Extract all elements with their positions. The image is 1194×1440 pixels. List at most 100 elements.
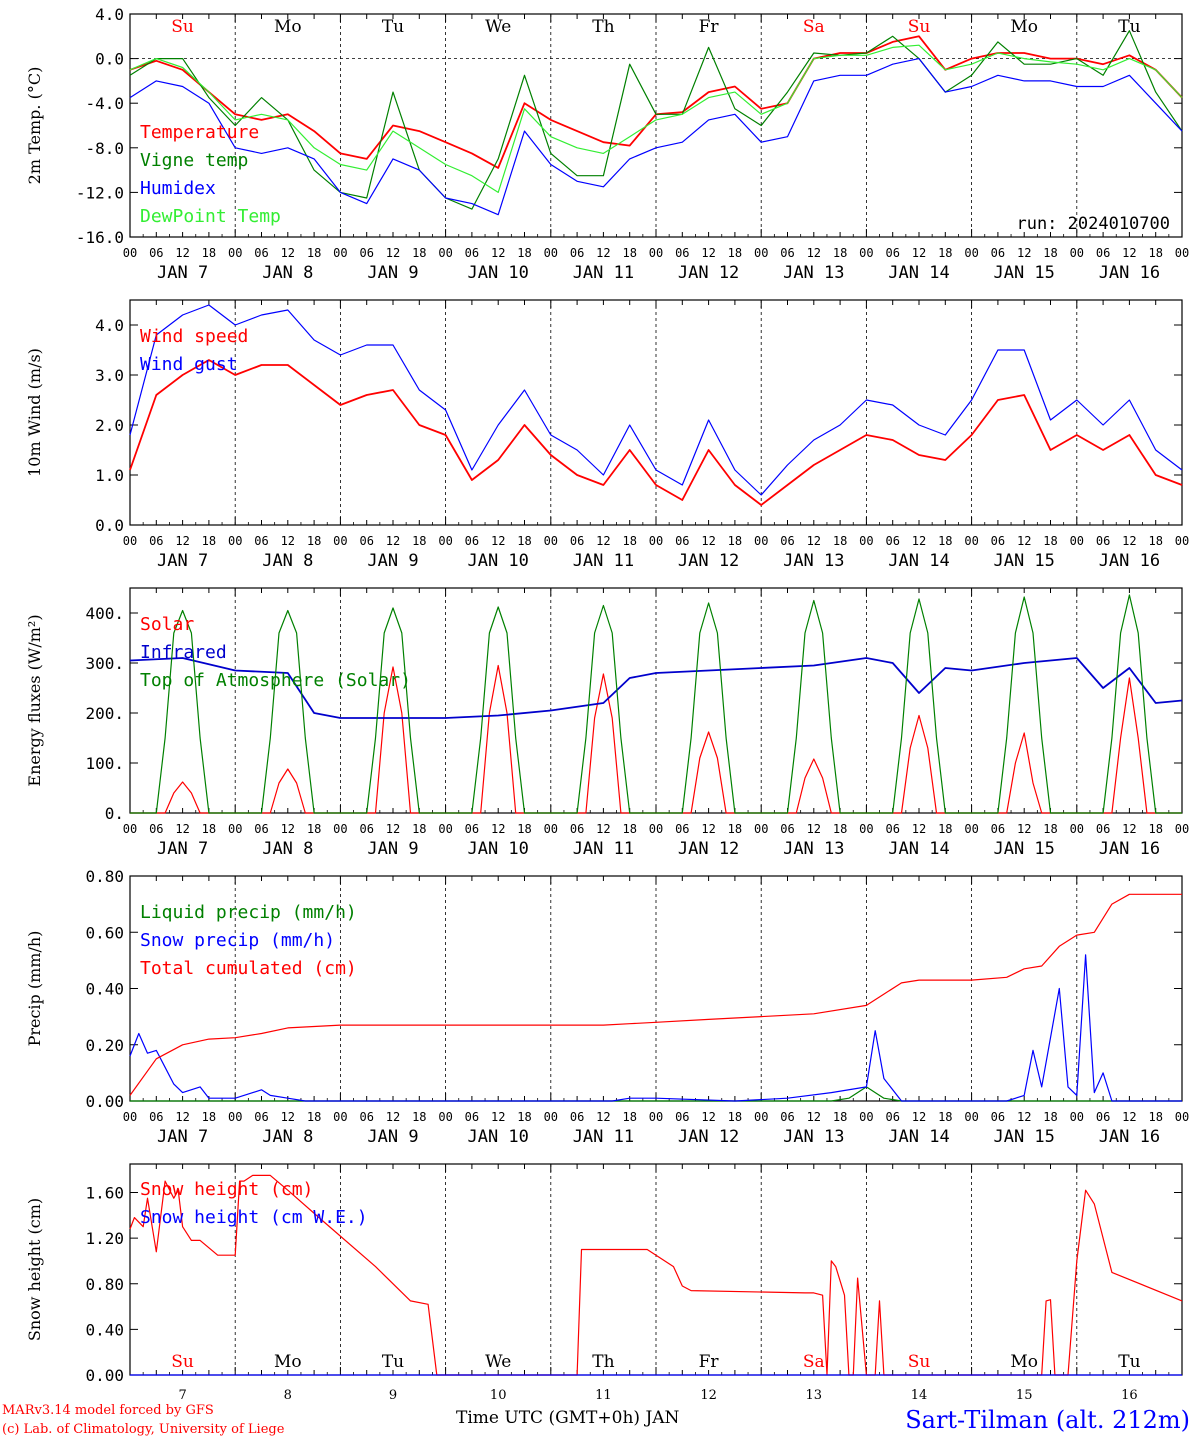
date-label: JAN 15 — [993, 839, 1054, 859]
series-line-infrared — [129, 657, 1183, 719]
hour-tick-label: 06 — [254, 534, 268, 548]
hour-tick-label: 00 — [123, 1110, 137, 1124]
weekday-label: Fr — [699, 17, 720, 37]
panel-energy: 0. 100. 200. 300. 400. Energy fluxes (W/m²) 00… — [25, 587, 1189, 859]
hour-tick-label: 00 — [123, 534, 137, 548]
y-tick-label: 0.0 — [95, 50, 124, 69]
hour-tick-label: 18 — [622, 822, 636, 836]
hour-tick-label: 00 — [964, 246, 978, 260]
date-label: JAN 12 — [678, 551, 739, 571]
legend-entry: Snow height (cm W.E.) — [140, 1207, 368, 1228]
y-tick-label: 0.00 — [85, 1366, 124, 1385]
hour-tick-label: 12 — [281, 246, 295, 260]
hour-tick-label: 12 — [1017, 246, 1031, 260]
date-label: JAN 14 — [888, 263, 949, 283]
legend-entry: Top of Atmosphere (Solar) — [140, 670, 411, 691]
hour-tick-label: 12 — [281, 1110, 295, 1124]
y-axis-title: Energy fluxes (W/m²) — [25, 614, 44, 786]
hour-tick-label: 00 — [228, 246, 242, 260]
hour-tick-label: 06 — [780, 822, 794, 836]
hour-tick-label: 18 — [1043, 534, 1057, 548]
y-tick-label: -16.0 — [76, 228, 124, 247]
hour-tick-label: 06 — [254, 1110, 268, 1124]
weekday-label: Su — [908, 17, 931, 37]
hour-tick-label: 12 — [175, 246, 189, 260]
date-label: JAN 11 — [573, 1127, 634, 1147]
hour-tick-label: 00 — [964, 822, 978, 836]
hour-tick-label: 00 — [228, 822, 242, 836]
date-label: JAN 13 — [783, 263, 844, 283]
legend-entry: Wind speed — [140, 326, 248, 347]
hour-tick-label: 18 — [728, 822, 742, 836]
y-tick-label: 1.60 — [85, 1184, 124, 1203]
y-tick-label: 0.40 — [85, 1320, 124, 1339]
weekday-label: Fr — [699, 1352, 720, 1372]
hour-tick-label: 06 — [149, 534, 163, 548]
hour-tick-label: 00 — [1070, 1110, 1084, 1124]
hour-tick-label: 12 — [596, 1110, 610, 1124]
legend-entry: Infrared — [140, 642, 227, 663]
hour-tick-label: 00 — [649, 534, 663, 548]
hour-tick-label: 00 — [438, 1110, 452, 1124]
hour-tick-label: 06 — [359, 246, 373, 260]
weekday-label: Mo — [274, 17, 302, 37]
legend-entry: Humidex — [140, 178, 216, 199]
hour-tick-label: 12 — [596, 822, 610, 836]
y-tick-label: -4.0 — [85, 94, 124, 113]
hour-tick-label: 00 — [1175, 246, 1189, 260]
plot-frame — [129, 13, 1183, 238]
hour-tick-label: 06 — [885, 822, 899, 836]
date-label: JAN 16 — [1099, 839, 1160, 859]
y-tick-label: 0.00 — [85, 1092, 124, 1111]
date-label: JAN 10 — [467, 263, 528, 283]
date-label: JAN 8 — [262, 551, 313, 571]
plot-frame — [129, 587, 1183, 814]
hour-tick-label: 12 — [386, 822, 400, 836]
hour-tick-label: 06 — [254, 822, 268, 836]
date-label: JAN 16 — [1099, 263, 1160, 283]
hour-tick-label: 00 — [964, 534, 978, 548]
day-number-label: 7 — [178, 1388, 186, 1403]
hour-tick-label: 06 — [1096, 534, 1110, 548]
hour-tick-label: 18 — [938, 822, 952, 836]
hour-tick-label: 12 — [596, 534, 610, 548]
series-line-wind-gust — [129, 304, 1183, 496]
hour-tick-label: 12 — [701, 534, 715, 548]
hour-tick-label: 06 — [780, 1110, 794, 1124]
hour-tick-label: 12 — [701, 822, 715, 836]
date-label: JAN 10 — [467, 1127, 528, 1147]
hour-tick-label: 00 — [333, 1110, 347, 1124]
date-label: JAN 9 — [367, 263, 418, 283]
weekday-label: Mo — [274, 1352, 302, 1372]
date-label: JAN 14 — [888, 839, 949, 859]
hour-tick-label: 00 — [228, 534, 242, 548]
hour-tick-label: 00 — [859, 1110, 873, 1124]
hour-tick-label: 06 — [991, 534, 1005, 548]
y-tick-label: 0.40 — [85, 980, 124, 999]
date-label: JAN 13 — [783, 1127, 844, 1147]
date-label: JAN 8 — [262, 263, 313, 283]
day-number-label: 12 — [700, 1388, 717, 1403]
y-tick-label: -12.0 — [76, 183, 124, 202]
hour-tick-label: 18 — [307, 246, 321, 260]
panel-temp: 4.0 0.0 -4.0 -8.0 -12.0 -16.0 2m Temp. (°C) 00 0… — [25, 5, 1189, 283]
hour-tick-label: 00 — [123, 822, 137, 836]
date-label: JAN 9 — [367, 839, 418, 859]
day-number-label: 14 — [911, 1388, 928, 1403]
hour-tick-label: 18 — [412, 1110, 426, 1124]
hour-tick-label: 00 — [754, 534, 768, 548]
date-label: JAN 8 — [262, 839, 313, 859]
hour-tick-label: 18 — [622, 246, 636, 260]
model-credit: MARv3.14 model forced by GFS — [2, 1403, 214, 1418]
y-axis-title: 10m Wind (m/s) — [25, 348, 44, 477]
hour-tick-label: 06 — [1096, 1110, 1110, 1124]
hour-tick-label: 12 — [701, 1110, 715, 1124]
hour-tick-label: 12 — [807, 246, 821, 260]
hour-tick-label: 06 — [570, 1110, 584, 1124]
hour-tick-label: 00 — [123, 246, 137, 260]
hour-tick-label: 00 — [228, 1110, 242, 1124]
hour-tick-label: 18 — [938, 1110, 952, 1124]
hour-tick-label: 18 — [307, 534, 321, 548]
hour-tick-label: 18 — [1043, 1110, 1057, 1124]
